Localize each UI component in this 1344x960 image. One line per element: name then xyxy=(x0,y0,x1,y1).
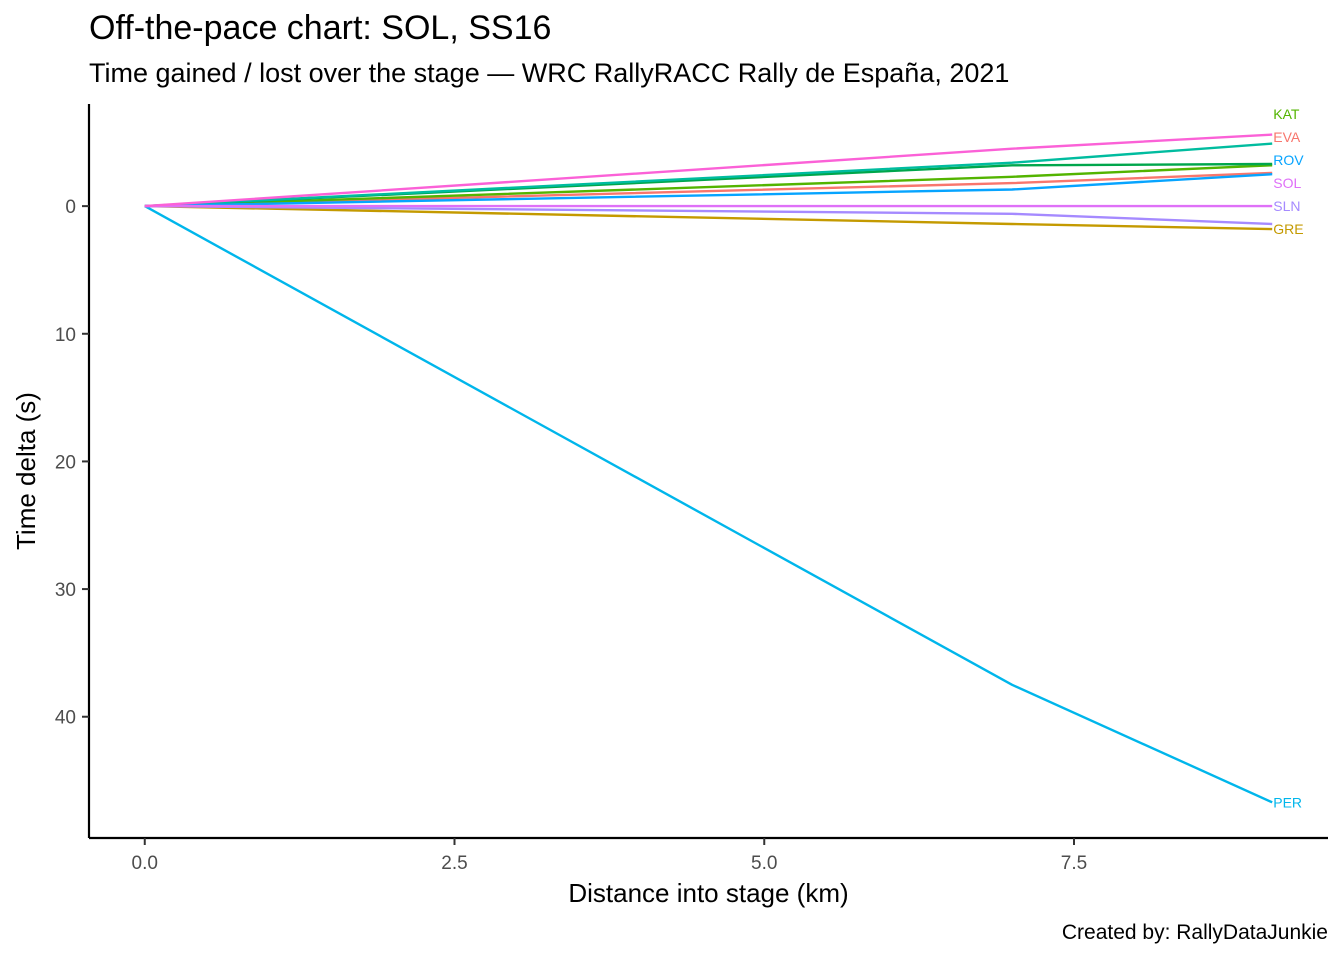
series-label-sln: SLN xyxy=(1273,198,1300,214)
y-tick-label: 20 xyxy=(55,452,76,473)
series-line-1 xyxy=(144,204,1273,231)
y-axis-ticks: 0 10 20 30 40 xyxy=(55,197,89,729)
y-tick-label: 10 xyxy=(55,325,76,346)
y-tick-label: 0 xyxy=(65,197,76,218)
series-line-0 xyxy=(144,171,1273,208)
series-line-7 xyxy=(144,204,1273,226)
x-axis-ticks: 0.0 2.5 5.0 7.5 xyxy=(132,838,1087,874)
series-label-eva: EVA xyxy=(1273,129,1301,145)
series-line-5 xyxy=(144,205,1273,804)
series-label-sol: SOL xyxy=(1273,175,1301,191)
x-axis-title: Distance into stage (km) xyxy=(568,878,848,908)
series-label-layer: KAT EVA ROV SOL SLN GRE PER xyxy=(1273,106,1304,810)
y-tick-label: 40 xyxy=(55,708,76,729)
series-line-4 xyxy=(144,142,1273,208)
chart-title: Off-the-pace chart: SOL, SS16 xyxy=(89,9,552,47)
y-tick-label: 30 xyxy=(55,580,76,601)
series-label-gre: GRE xyxy=(1273,221,1303,237)
chart-caption: Created by: RallyDataJunkie xyxy=(1061,921,1328,944)
x-tick-label: 5.0 xyxy=(751,853,777,874)
series-line-6 xyxy=(144,173,1273,208)
series-layer xyxy=(144,133,1273,804)
x-tick-label: 2.5 xyxy=(441,853,467,874)
series-label-rov: ROV xyxy=(1273,152,1304,168)
chart-subtitle: Time gained / lost over the stage — WRC … xyxy=(89,58,1010,88)
series-line-9 xyxy=(144,133,1273,208)
series-label-per: PER xyxy=(1273,794,1302,810)
x-tick-label: 7.5 xyxy=(1061,853,1087,874)
series-line-2 xyxy=(144,164,1273,208)
series-label-kat: KAT xyxy=(1273,106,1300,122)
x-tick-label: 0.0 xyxy=(132,853,158,874)
y-axis-title: Time delta (s) xyxy=(11,392,41,550)
